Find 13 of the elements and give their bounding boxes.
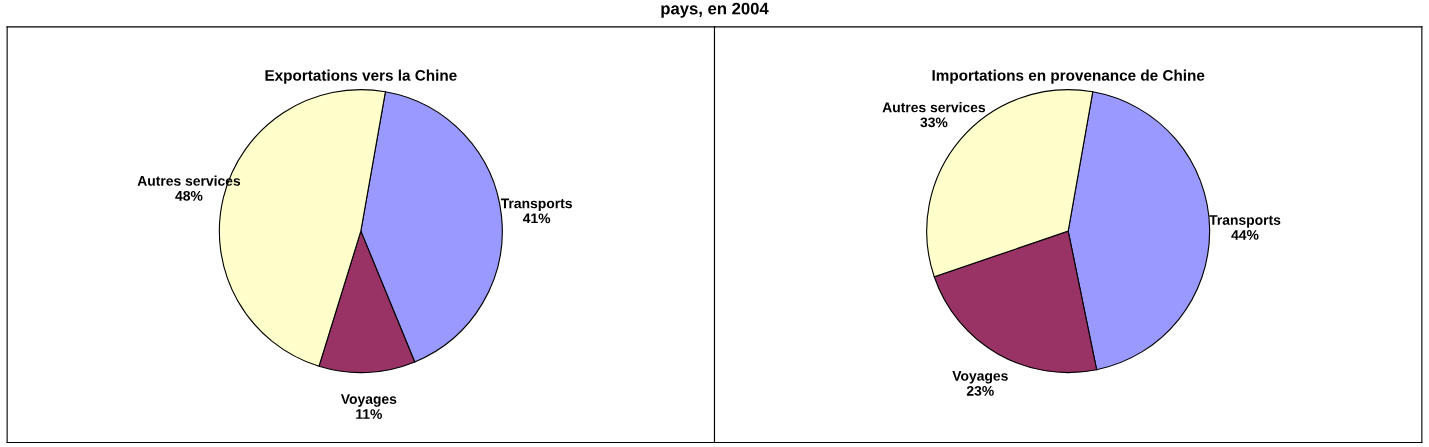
data-label: 48% bbox=[175, 190, 203, 201]
chart-title: Exportations vers la Chine bbox=[265, 69, 457, 84]
slice-label: Autres services bbox=[882, 102, 986, 113]
data-label: 23% bbox=[966, 385, 994, 396]
data-label: 11% bbox=[356, 409, 382, 419]
slice-label: Voyages bbox=[952, 371, 1008, 384]
text: pays, en 2004 bbox=[661, 2, 769, 18]
chart-title: Importations en provenance de Chine bbox=[932, 69, 1205, 84]
slice-label: Transports bbox=[500, 198, 572, 212]
data-label: 33% bbox=[920, 117, 948, 128]
data-label: 41% bbox=[522, 213, 551, 224]
slice-label: Voyages bbox=[340, 394, 397, 407]
data-label: 44% bbox=[1231, 230, 1259, 240]
